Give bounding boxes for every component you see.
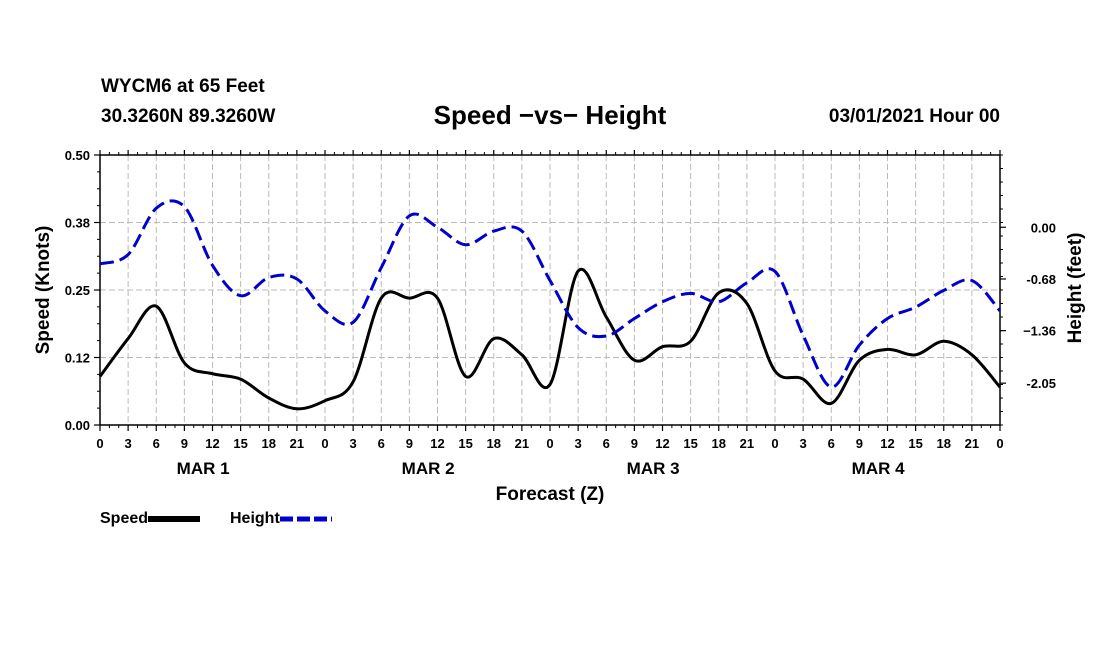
legend-height: Height — [230, 510, 332, 528]
height-series-line — [99, 199, 1002, 389]
legend-height-label: Height — [230, 510, 280, 527]
x-tick-label: 3 — [575, 436, 582, 451]
y-axis-right-title: Height (feet) — [1065, 233, 1086, 344]
x-tick-label: 3 — [125, 436, 132, 451]
day-label: MAR 1 — [177, 459, 230, 478]
series-layer — [98, 199, 1002, 411]
x-tick-label: 12 — [880, 436, 894, 451]
x-tick-label: 0 — [321, 436, 328, 451]
y-left-tick-label: 0.00 — [65, 418, 90, 433]
grid-layer — [100, 155, 1000, 425]
day-label: MAR 2 — [402, 459, 455, 478]
x-axis-title: Forecast (Z) — [496, 484, 605, 505]
x-tick-label: 9 — [856, 436, 863, 451]
x-tick-label: 3 — [350, 436, 357, 451]
y-right-tick-label: 0.00 — [1031, 220, 1056, 235]
x-tick-label: 12 — [205, 436, 219, 451]
y-left-tick-label: 0.25 — [65, 283, 90, 298]
station-label: WYCM6 at 65 Feet — [101, 76, 265, 97]
x-tick-label: 21 — [515, 436, 529, 451]
x-tick-label: 3 — [800, 436, 807, 451]
y-axis-left-title: Speed (Knots) — [33, 226, 54, 355]
y-right-tick-label: −1.36 — [1023, 324, 1056, 339]
x-tick-label: 15 — [233, 436, 247, 451]
y-left-tick-label: 0.12 — [65, 351, 90, 366]
x-tick-label: 12 — [655, 436, 669, 451]
x-tick-label: 15 — [683, 436, 697, 451]
forecast-datetime: 03/01/2021 Hour 00 — [828, 106, 1000, 127]
x-tick-label: 6 — [153, 436, 160, 451]
y-right-tick-label: -0.68 — [1026, 272, 1056, 287]
legend-speed: Speed — [100, 510, 201, 528]
x-tick-label: 0 — [96, 436, 103, 451]
day-label: MAR 4 — [852, 459, 905, 478]
x-tick-label: 9 — [181, 436, 188, 451]
x-tick-label: 0 — [546, 436, 553, 451]
x-tick-label: 6 — [603, 436, 610, 451]
tick-layer: 0 3 6 9 12 15 18 21 0 3 6 9 12 15 18 21 0 3 6 9 12 15 18 21 0 3 6 9… — [65, 148, 1056, 478]
x-tick-label: 9 — [406, 436, 413, 451]
x-tick-label: 9 — [631, 436, 638, 451]
x-tick-label: 15 — [458, 436, 472, 451]
x-tick-label: 0 — [771, 436, 778, 451]
y-left-tick-label: 0.38 — [65, 216, 90, 231]
x-tick-label: 18 — [262, 436, 276, 451]
y-right-tick-label: -2.05 — [1026, 376, 1056, 391]
legend-speed-swatch — [148, 515, 201, 522]
x-tick-label: 0 — [996, 436, 1003, 451]
legend-height-swatch — [279, 516, 332, 522]
x-tick-label: 18 — [937, 436, 951, 451]
x-tick-label: 6 — [378, 436, 385, 451]
x-tick-label: 18 — [487, 436, 501, 451]
x-tick-label: 21 — [740, 436, 754, 451]
y-left-tick-label: 0.50 — [65, 148, 90, 163]
x-tick-label: 18 — [712, 436, 726, 451]
x-tick-label: 21 — [290, 436, 304, 451]
legend-speed-label: Speed — [100, 510, 149, 527]
x-tick-label: 6 — [828, 436, 835, 451]
coordinates-label: 30.3260N 89.3260W — [101, 106, 276, 127]
day-label: MAR 3 — [627, 459, 680, 478]
x-tick-label: 21 — [965, 436, 979, 451]
x-tick-label: 15 — [908, 436, 922, 451]
chart-title: Speed −vs− Height — [433, 100, 667, 130]
x-tick-label: 12 — [430, 436, 444, 451]
speed-series-line — [98, 267, 1002, 411]
